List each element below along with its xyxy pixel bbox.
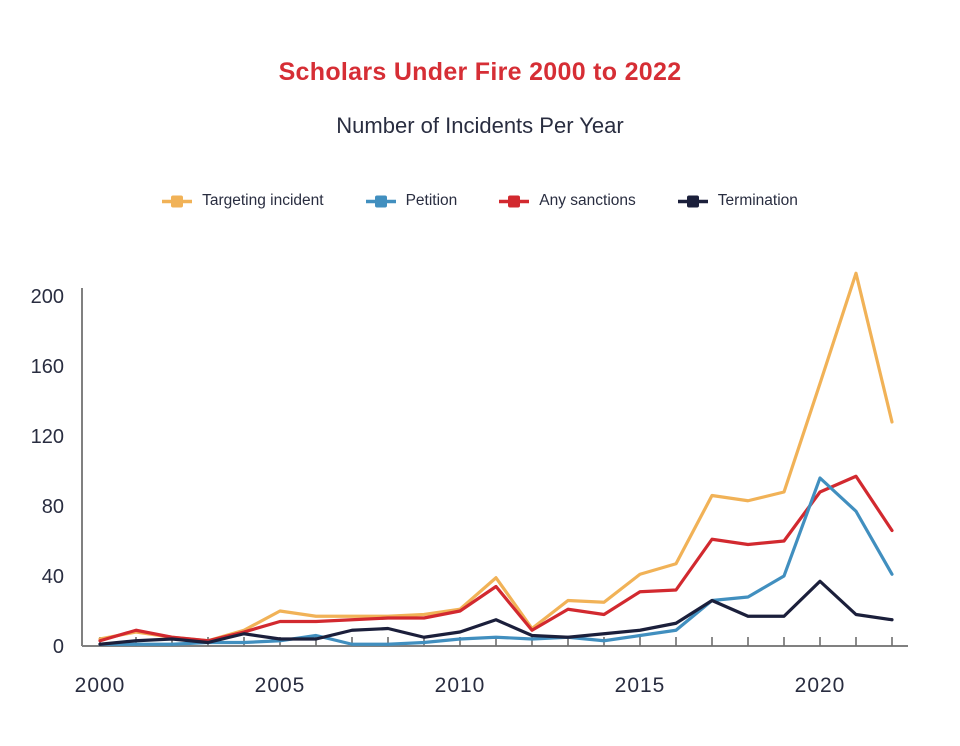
x-tick-label-2010: 2010 xyxy=(435,674,486,697)
legend-item-termination: Termination xyxy=(677,192,798,210)
chart-canvas: 0 40 80 120 160 200 2000 2005 2010 2015 2020 xyxy=(31,271,908,697)
y-tick-label-120: 120 xyxy=(31,426,64,448)
chart-legend: Targeting incident Petition Any sanctions T… xyxy=(0,192,960,210)
y-tick-label-160: 160 xyxy=(31,356,64,378)
termination-legend-marker-icon xyxy=(677,195,708,207)
chart-subtitle: Number of Incidents Per Year xyxy=(336,113,624,138)
legend-label: Petition xyxy=(405,192,458,209)
series-line-termination xyxy=(98,579,894,646)
x-tick-label-2015: 2015 xyxy=(615,674,666,697)
legend-label: Any sanctions xyxy=(539,192,636,209)
x-tick-label-2020: 2020 xyxy=(795,674,846,697)
legend-item-sanctions: Any sanctions xyxy=(499,192,636,210)
legend-item-targeting: Targeting incident xyxy=(162,192,324,210)
series-line-petition xyxy=(98,476,894,646)
legend-label: Targeting incident xyxy=(202,192,324,209)
legend-label: Termination xyxy=(717,192,798,209)
petition-legend-marker-icon xyxy=(365,195,396,207)
y-tick-label-40: 40 xyxy=(42,566,64,588)
targeting-legend-marker-icon xyxy=(162,195,193,207)
page-title: Scholars Under Fire 2000 to 2022 xyxy=(278,58,682,86)
y-tick-label-200: 200 xyxy=(31,286,64,308)
x-tick-label-2005: 2005 xyxy=(255,674,306,697)
legend-item-petition: Petition xyxy=(365,192,458,210)
sanctions-legend-marker-icon xyxy=(499,195,530,207)
y-tick-label-80: 80 xyxy=(42,496,64,518)
x-tick-label-2000: 2000 xyxy=(75,674,126,697)
series-line-any-sanctions xyxy=(98,474,894,643)
y-tick-label-0: 0 xyxy=(53,636,64,658)
